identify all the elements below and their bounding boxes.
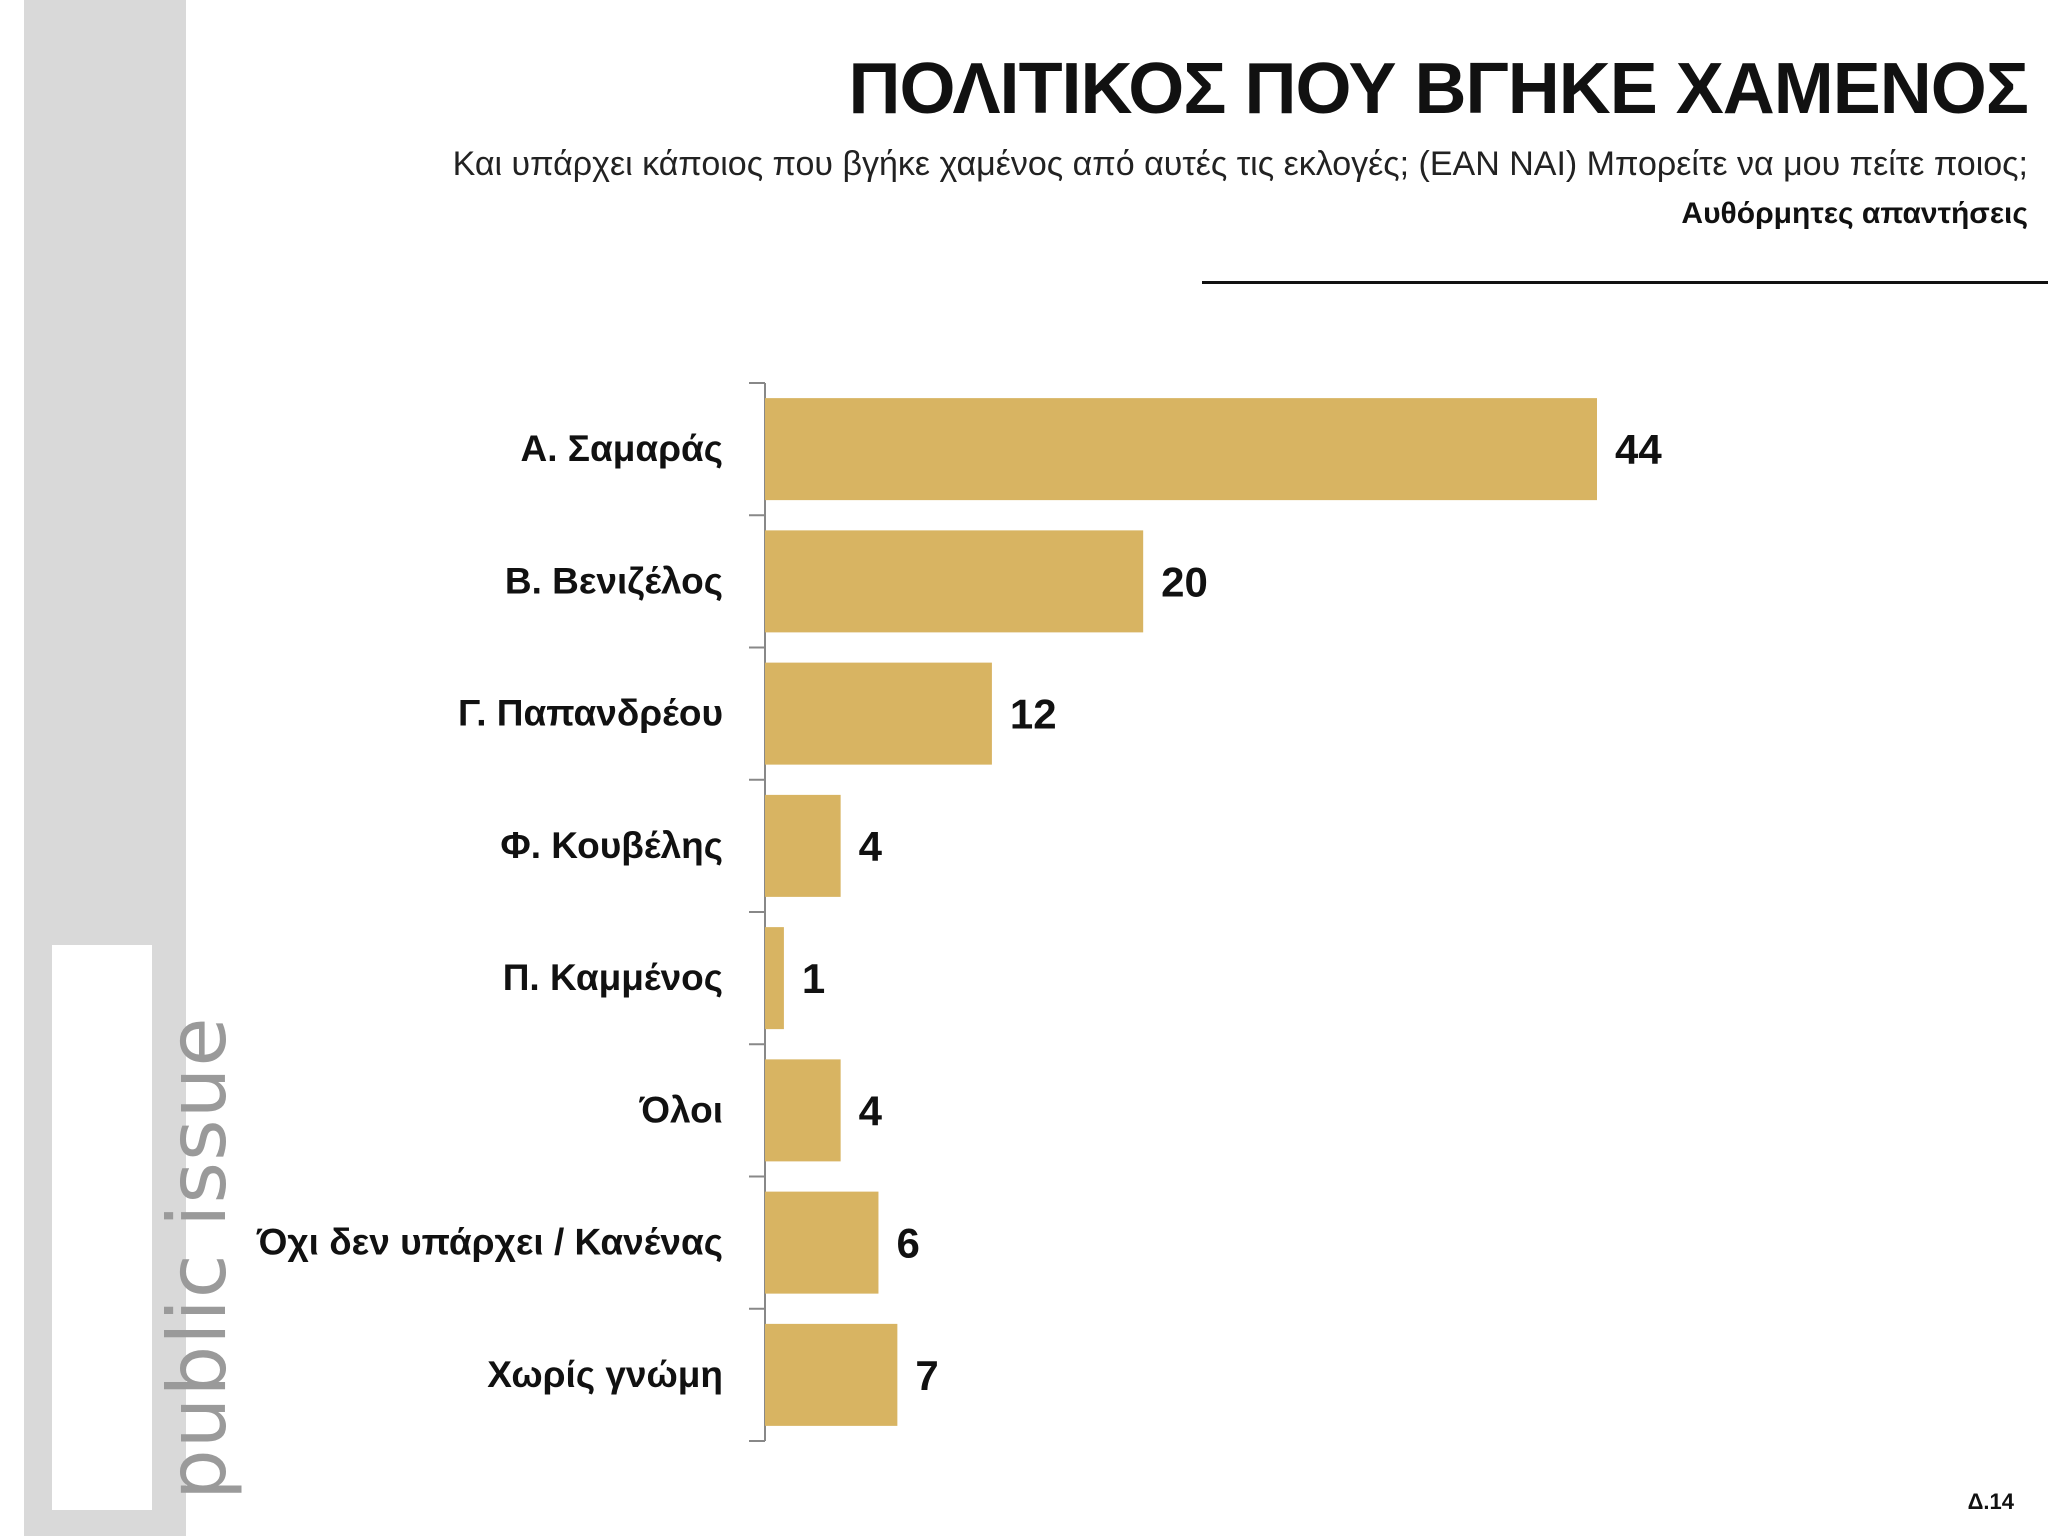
data-label: 4 xyxy=(859,823,883,870)
data-label: 1 xyxy=(802,955,825,1002)
category-label: Π. Καμμένος xyxy=(503,957,723,998)
bar xyxy=(765,398,1597,501)
bar xyxy=(765,1059,841,1162)
category-label: Φ. Κουβέλης xyxy=(500,825,723,866)
title-divider xyxy=(1202,281,2048,284)
category-label: Όχι δεν υπάρχει / Κανένας xyxy=(256,1222,723,1263)
category-label: Χωρίς γνώμη xyxy=(487,1354,723,1395)
data-label: 4 xyxy=(859,1087,883,1134)
page-number: Δ.14 xyxy=(1967,1489,2014,1514)
bar xyxy=(765,530,1144,633)
data-label: 20 xyxy=(1161,558,1208,605)
data-label: 6 xyxy=(896,1220,919,1267)
data-label: 12 xyxy=(1010,691,1057,738)
brand-panel xyxy=(52,945,152,1510)
category-label: Α. Σαμαράς xyxy=(521,428,724,469)
bar xyxy=(765,1323,898,1426)
category-label: Β. Βενιζέλος xyxy=(505,560,723,601)
category-label: Όλοι xyxy=(638,1089,723,1130)
bar xyxy=(765,927,784,1030)
data-label: 7 xyxy=(915,1352,938,1399)
data-label: 44 xyxy=(1615,426,1662,473)
bar xyxy=(765,794,841,897)
bar xyxy=(765,1191,879,1294)
page-title: ΠΟΛΙΤΙΚΟΣ ΠΟΥ ΒΓΗΚΕ ΧΑΜΕΝΟΣ xyxy=(848,49,2029,129)
response-note: Αυθόρμητες απαντήσεις xyxy=(1681,197,2028,230)
question-text: Και υπάρχει κάποιος που βγήκε χαμένος απ… xyxy=(452,145,2028,183)
bar xyxy=(765,662,992,765)
category-label: Γ. Παπανδρέου xyxy=(458,693,723,734)
